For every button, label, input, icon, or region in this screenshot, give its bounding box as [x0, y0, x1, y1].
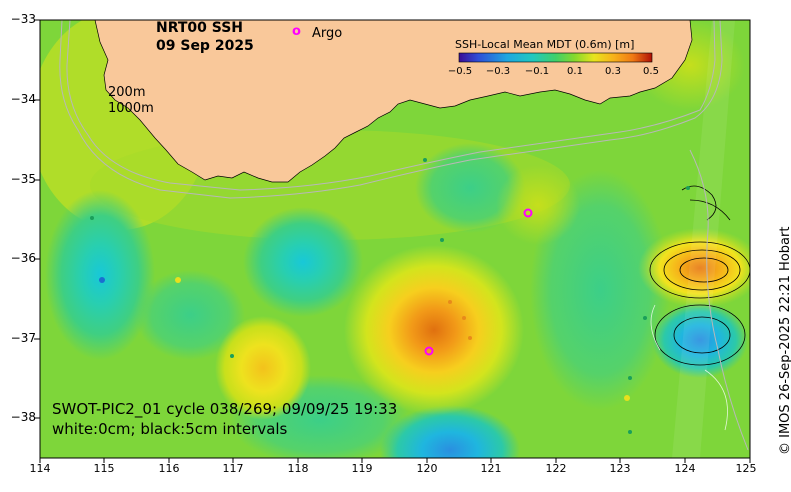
eddy-warm-117 [215, 316, 311, 420]
colorbar [458, 52, 653, 63]
colorbar-tick: −0.3 [485, 66, 511, 77]
ssh-field [40, 20, 750, 458]
y-tick-label: −35 [10, 172, 36, 186]
map-date: 09 Sep 2025 [156, 38, 254, 54]
imos-credit: © IMOS 26-Sep-2025 22:21 Hobart [778, 226, 791, 455]
argo-float [424, 346, 434, 356]
eddy-cold-115 [45, 190, 155, 360]
x-tick-label: 121 [480, 462, 502, 475]
y-tick-label: −34 [10, 92, 36, 106]
y-tick-label: −33 [10, 12, 36, 26]
x-tick-label: 116 [158, 462, 180, 475]
contours-black [649, 185, 750, 366]
eddy-cold-124 [652, 302, 748, 378]
argo-legend-icon: o [292, 24, 301, 39]
x-tick-label: 120 [416, 462, 438, 475]
contour-info: white:0cm; black:5cm intervals [52, 420, 288, 438]
x-tick-label: 118 [287, 462, 309, 475]
x-tick-label: 119 [351, 462, 373, 475]
argo-legend-label: Argo [312, 26, 343, 41]
contours-white [650, 304, 728, 431]
colorbar-tick: 0.1 [567, 66, 583, 77]
swot-pass-info: SWOT-PIC2_01 cycle 038/269; 09/09/25 19:… [52, 400, 398, 418]
colorbar-tick: 0.3 [605, 66, 621, 77]
x-tick-label: 123 [609, 462, 631, 475]
map-title: NRT00 SSH [156, 20, 244, 36]
x-tick-label: 117 [222, 462, 244, 475]
data-markers [90, 158, 690, 434]
plot-frame [39, 19, 751, 459]
eddy-cold-south [380, 405, 520, 458]
x-tick-label: 125 [735, 462, 757, 475]
x-tick-label: 114 [29, 462, 51, 475]
colorbar-tick: −0.1 [524, 66, 550, 77]
colorbar-tick: 0.5 [643, 66, 659, 77]
eddy-warm-124 [638, 228, 750, 308]
y-tick-label: −36 [10, 251, 36, 265]
argo-float [523, 208, 533, 218]
argo-floats [424, 208, 533, 356]
x-tick-label: 115 [93, 462, 115, 475]
eddy-cold-118 [243, 207, 363, 317]
x-tick-label: 122 [545, 462, 567, 475]
isobath-label-1000: 1000m [108, 101, 154, 116]
axis-ticks [34, 19, 751, 463]
y-tick-label: −37 [10, 331, 36, 345]
x-tick-label: 124 [674, 462, 696, 475]
isobaths [59, 20, 749, 451]
colorbar-title: SSH-Local Mean MDT (0.6m) [m] [455, 38, 635, 51]
colorbar-tick: −0.5 [447, 66, 473, 77]
eddy-warm-120 [344, 245, 524, 415]
y-tick-label: −38 [10, 410, 36, 424]
isobath-label-200: 200m [108, 85, 146, 100]
